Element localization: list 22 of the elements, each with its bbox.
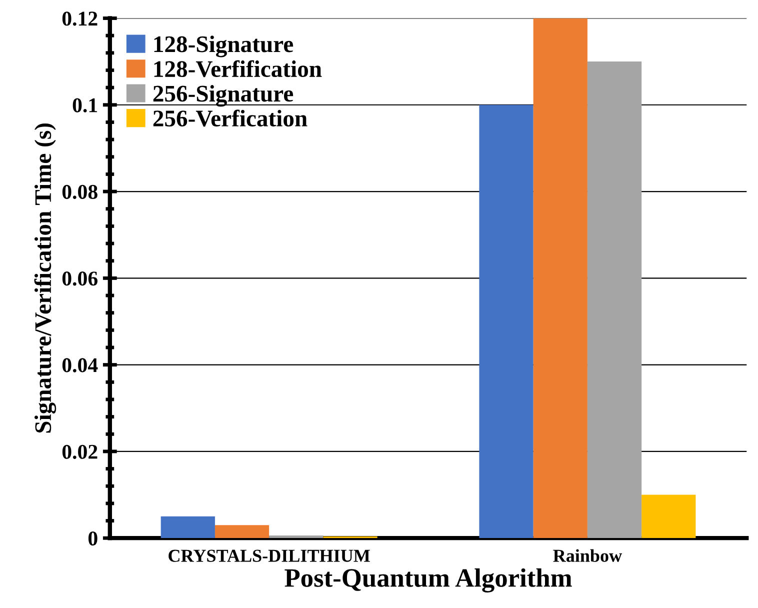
bar (642, 494, 696, 538)
bar (214, 525, 270, 538)
legend-label: 128-Verfification (154, 60, 322, 78)
bar (587, 62, 642, 538)
x-tick-label: Rainbow (553, 549, 622, 562)
y-tick-label: 0.1 (72, 98, 98, 112)
x-axis-title: Post-Quantum Algorithm (284, 568, 572, 592)
bar (479, 104, 534, 538)
y-tick-label: 0.08 (62, 184, 98, 200)
legend-label: 256-Verfication (153, 110, 308, 127)
y-tick-label: 0.02 (62, 444, 98, 459)
y-tick-label: 0.06 (62, 272, 98, 286)
y-tick-label: 0.12 (62, 12, 98, 26)
legend-label: 128-Signature (154, 36, 294, 58)
x-tick-label: CRYSTALS-DILITHIUM (168, 550, 370, 562)
bar (160, 516, 215, 538)
bar (269, 535, 324, 538)
y-axis-title: Signature/Verification Time (s) (34, 124, 56, 433)
legend-label: 256-Signature (153, 85, 294, 107)
y-tick-label: 0 (88, 531, 98, 546)
bar (533, 18, 588, 538)
y-tick-label: 0.04 (62, 358, 98, 372)
